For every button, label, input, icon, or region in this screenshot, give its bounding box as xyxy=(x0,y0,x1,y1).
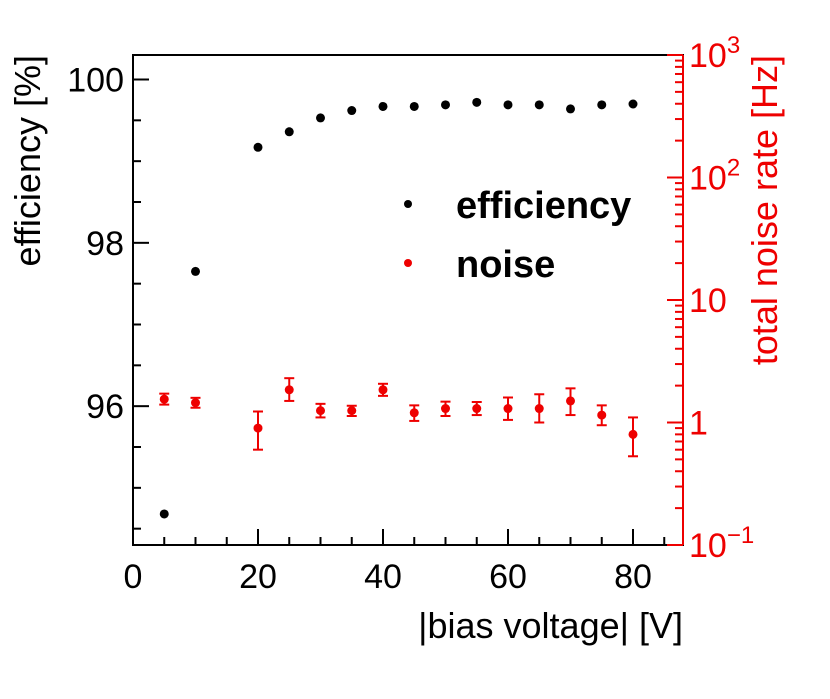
efficiency-series xyxy=(159,97,638,519)
legend-label-noise: noise xyxy=(456,244,555,286)
noise-point xyxy=(409,408,419,418)
y-right-tick-label: 103 xyxy=(689,32,740,75)
efficiency-point xyxy=(441,100,450,110)
noise-point xyxy=(534,404,544,414)
y-left-tick-label: 98 xyxy=(86,225,124,263)
x-axis-label: |bias voltage| [V] xyxy=(418,605,683,646)
noise-point xyxy=(441,404,450,414)
x-axis-ticks: 0 20 40 60 80 xyxy=(124,529,666,596)
y-right-tick-label: 10−1 xyxy=(689,522,754,565)
noise-point xyxy=(472,404,482,414)
efficiency-point xyxy=(378,101,388,111)
efficiency-point xyxy=(472,97,482,107)
noise-point xyxy=(316,406,325,416)
x-tick-label: 80 xyxy=(614,558,652,596)
left-axis-ticks: 96 98 100 xyxy=(67,62,149,530)
x-tick-label: 20 xyxy=(239,558,277,596)
efficiency-point xyxy=(347,106,357,116)
noise-point xyxy=(597,410,607,420)
right-axis-ticks: 10−1 1 10 102 103 xyxy=(667,32,754,565)
noise-point xyxy=(159,394,169,404)
x-tick-label: 0 xyxy=(124,558,143,596)
y-right-tick-label: 1 xyxy=(689,405,708,443)
efficiency-point xyxy=(534,100,544,110)
legend-label-efficiency: efficiency xyxy=(456,185,631,227)
efficiency-point xyxy=(159,509,169,519)
efficiency-point xyxy=(597,100,607,110)
efficiency-point xyxy=(316,113,325,123)
legend-marker-efficiency xyxy=(404,200,412,208)
noise-point xyxy=(566,396,575,406)
efficiency-point xyxy=(191,266,200,276)
efficiency-point xyxy=(253,142,263,152)
y-left-tick-label: 96 xyxy=(86,388,124,426)
y-right-tick-label: 10 xyxy=(689,282,727,320)
legend-marker-noise xyxy=(404,259,412,267)
noise-point xyxy=(503,404,513,414)
efficiency-point xyxy=(503,100,513,110)
efficiency-point xyxy=(566,104,575,114)
legend: efficiency noise xyxy=(404,185,631,286)
efficiency-point xyxy=(628,99,638,109)
x-tick-label: 40 xyxy=(364,558,402,596)
noise-point xyxy=(253,423,263,433)
noise-point xyxy=(191,398,200,408)
noise-point xyxy=(628,429,638,439)
noise-point xyxy=(347,406,357,416)
right-axis-label: total noise rate [Hz] xyxy=(744,55,785,365)
noise-point xyxy=(378,385,388,395)
x-tick-label: 60 xyxy=(489,558,527,596)
noise-series xyxy=(159,377,638,458)
y-right-tick-label: 102 xyxy=(689,155,740,198)
efficiency-point xyxy=(284,127,294,137)
left-axis-label: efficiency [%] xyxy=(7,55,48,266)
plot-frame xyxy=(132,54,684,546)
y-left-tick-label: 100 xyxy=(67,62,124,100)
efficiency-point xyxy=(409,101,419,111)
noise-point xyxy=(284,385,294,395)
